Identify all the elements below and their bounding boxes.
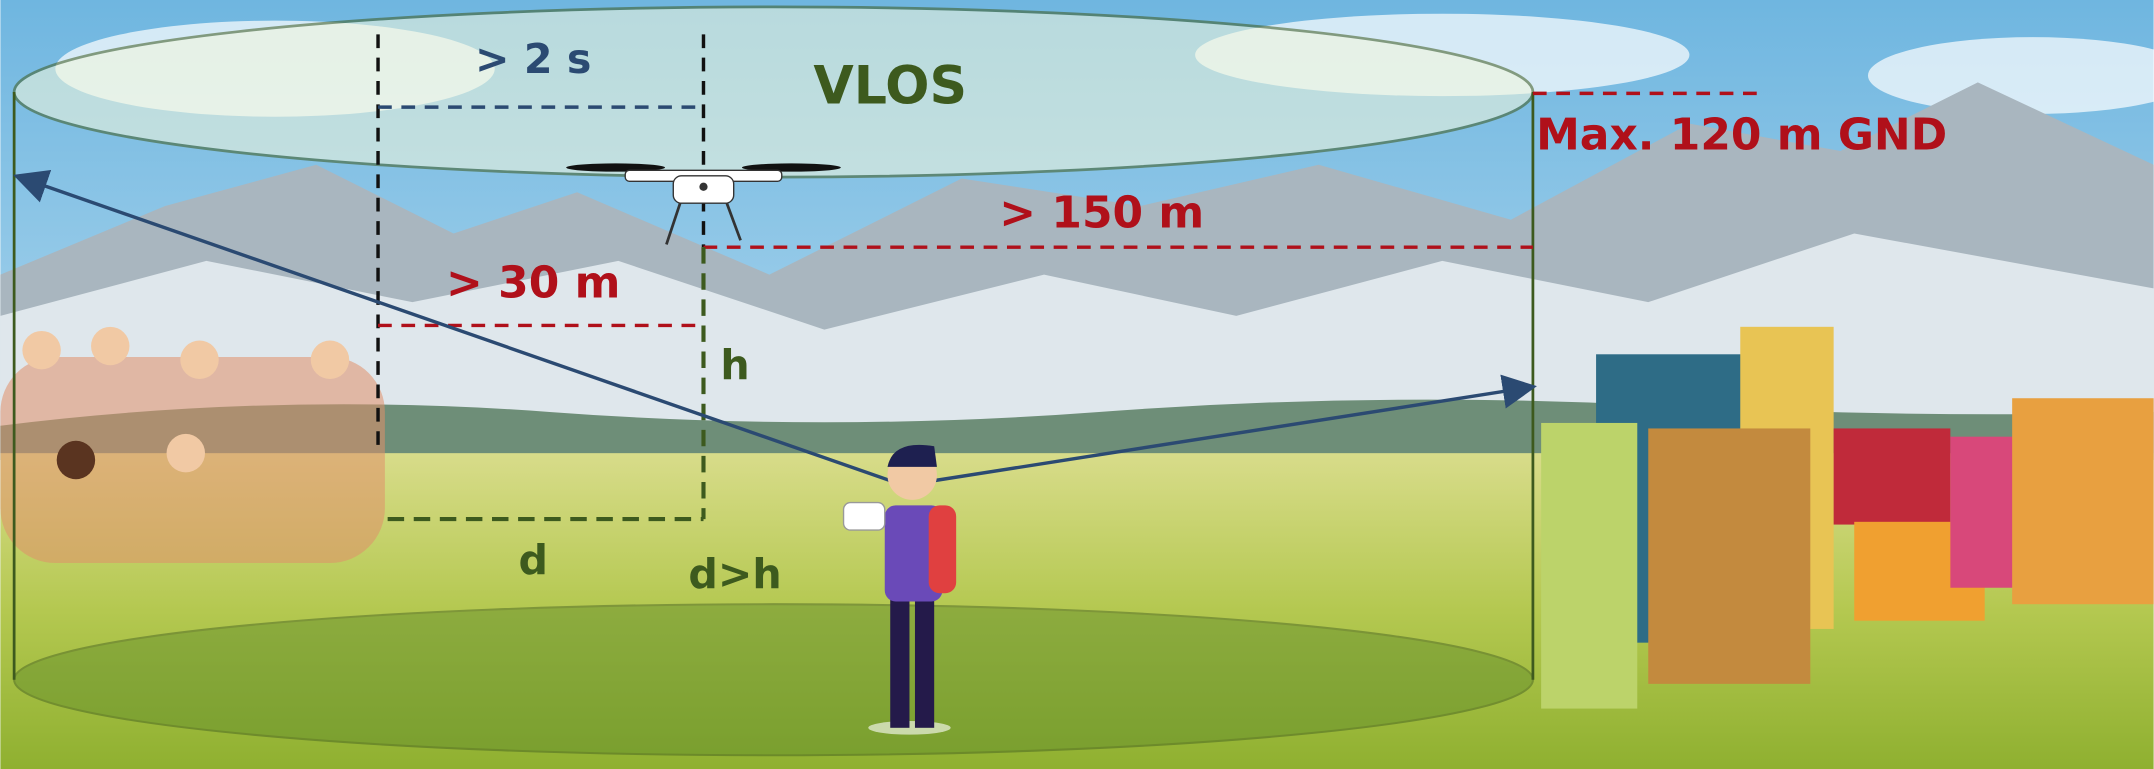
cylinder-top <box>12 5 1535 179</box>
rule-label: d>h <box>688 550 781 598</box>
sight-arrow <box>933 374 1537 483</box>
max-height-label: Max. 120 m GND <box>1536 109 1947 160</box>
sight-arrow <box>13 169 891 483</box>
pilot <box>842 444 957 735</box>
crowd <box>0 326 385 564</box>
distance-30-label: > 30 m <box>446 258 620 309</box>
drone <box>566 163 841 245</box>
distance-150-label: > 150 m <box>999 188 1204 239</box>
time-label: > 2 s <box>475 35 591 83</box>
cloud <box>1868 37 2154 114</box>
buildings <box>1541 326 2154 709</box>
distance-label: d <box>518 536 547 584</box>
cylinder-base <box>13 603 1534 757</box>
height-label: h <box>720 341 749 389</box>
vlos-label: VLOS <box>813 56 967 116</box>
